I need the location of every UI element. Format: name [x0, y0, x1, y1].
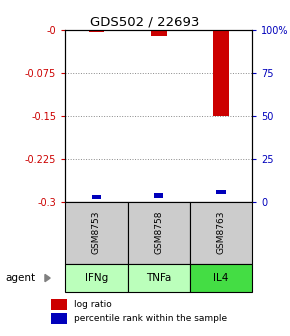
Text: GSM8753: GSM8753 [92, 211, 101, 254]
Polygon shape [45, 275, 50, 282]
Bar [65, 202, 128, 264]
Text: TNFa: TNFa [146, 273, 171, 283]
Bar [92, 195, 101, 199]
Text: log ratio: log ratio [75, 300, 112, 309]
Bar [128, 264, 190, 292]
Bar [65, 264, 128, 292]
Bar [213, 30, 229, 116]
Text: percentile rank within the sample: percentile rank within the sample [75, 314, 228, 323]
Text: GSM8758: GSM8758 [154, 211, 163, 254]
Bar [190, 202, 252, 264]
Text: IFNg: IFNg [85, 273, 108, 283]
Text: GDS502 / 22693: GDS502 / 22693 [90, 15, 200, 28]
Bar [216, 190, 226, 194]
Bar [51, 299, 67, 310]
Bar [151, 30, 166, 36]
Text: IL4: IL4 [213, 273, 229, 283]
Bar [51, 313, 67, 324]
Bar [190, 264, 252, 292]
Bar [89, 30, 104, 32]
Bar [154, 193, 164, 198]
Bar [128, 202, 190, 264]
Text: GSM8763: GSM8763 [217, 211, 226, 254]
Text: agent: agent [6, 273, 36, 283]
